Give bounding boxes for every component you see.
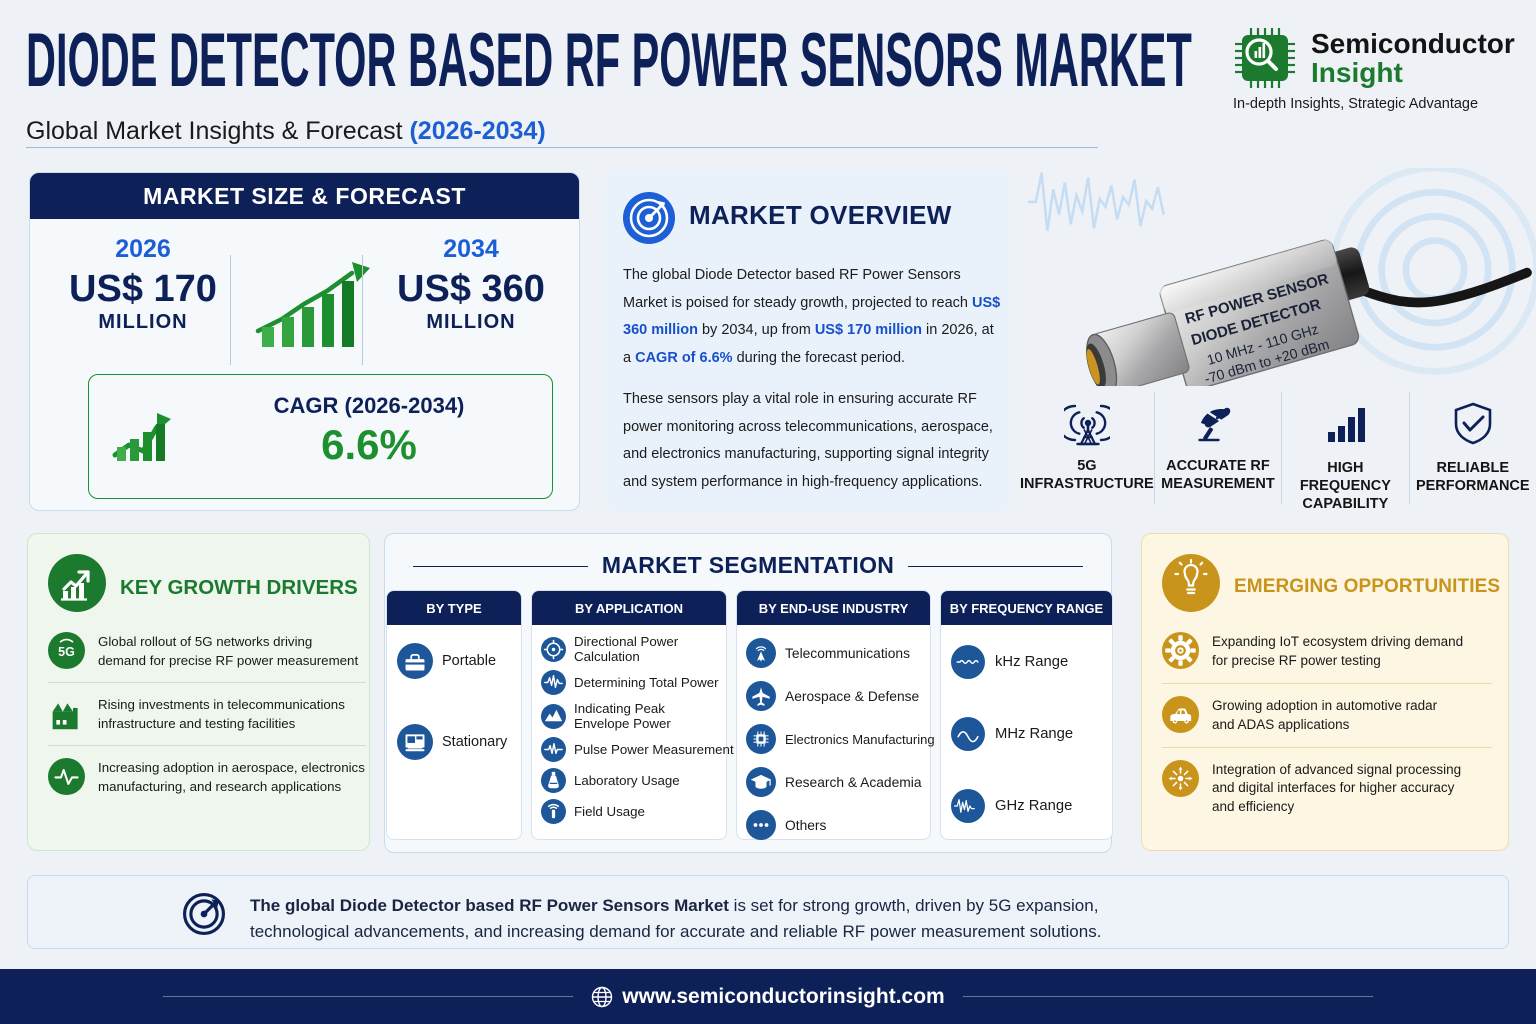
svg-text:5G: 5G (58, 645, 75, 659)
